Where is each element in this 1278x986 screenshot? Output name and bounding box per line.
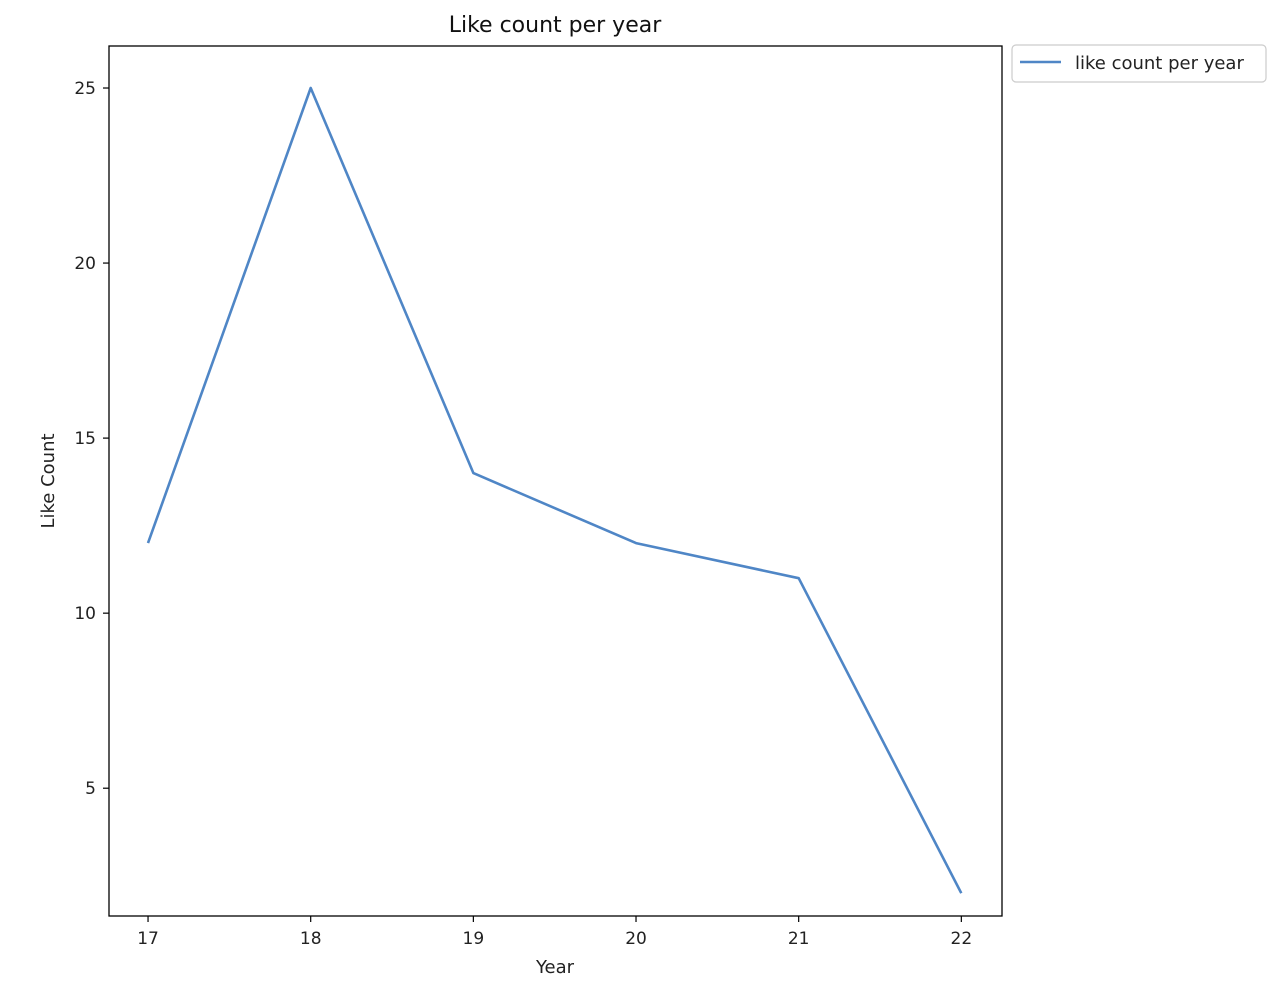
legend: like count per year <box>1011 44 1267 83</box>
y-tick-label: 5 <box>85 779 96 799</box>
series-layer <box>146 86 963 894</box>
chart-title: Like count per year <box>449 13 662 38</box>
legend-label: like count per year <box>1075 53 1244 74</box>
legend-box <box>1011 44 1267 83</box>
y-tick-label: 20 <box>74 254 96 274</box>
x-tick-label: 19 <box>463 929 485 949</box>
y-tick-label: 25 <box>74 79 96 99</box>
y-tick-label: 15 <box>74 429 96 449</box>
x-tick-label: 22 <box>951 929 973 949</box>
y-axis-ticks: 5 10 15 20 25 <box>74 79 109 799</box>
x-axis-ticks: 17 18 19 20 21 22 <box>137 916 972 949</box>
x-axis-label: Year <box>535 957 575 978</box>
y-tick-label: 10 <box>74 604 96 624</box>
x-tick-label: 17 <box>137 929 159 949</box>
series-line-1 <box>146 86 963 894</box>
plot-area-frame <box>108 45 1003 917</box>
y-axis-label: Like Count <box>38 433 59 528</box>
x-tick-label: 21 <box>788 929 810 949</box>
x-tick-label: 18 <box>300 929 322 949</box>
x-tick-label: 20 <box>625 929 647 949</box>
